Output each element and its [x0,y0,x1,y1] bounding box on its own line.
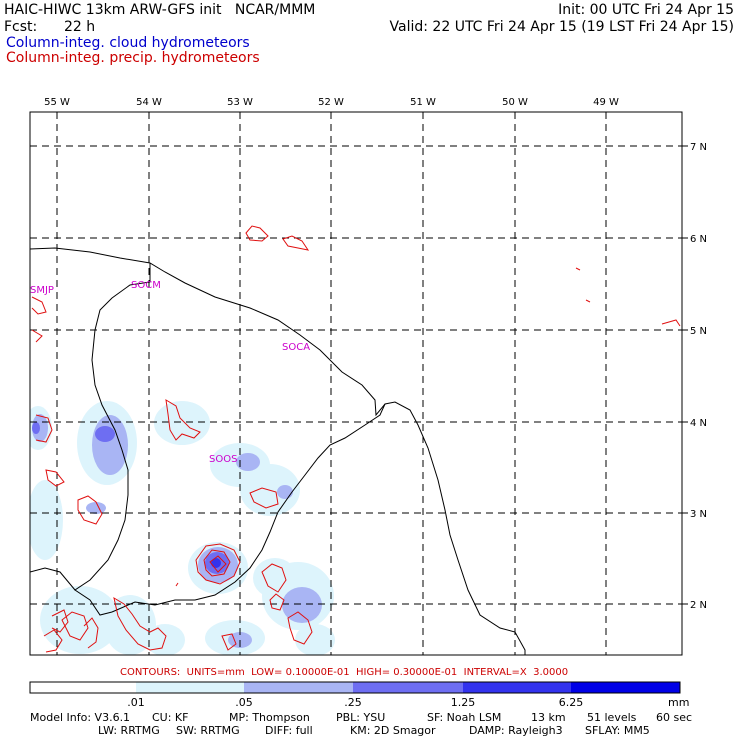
colorbar-units: mm [668,696,690,709]
timestep: 60 sec [656,711,693,724]
lon-label: 49 W [593,97,619,108]
lat-ticks [682,145,688,605]
km-option: KM: 2D Smagor [350,724,436,737]
colorbar-frame [29,681,681,694]
lon-label: 52 W [318,97,344,108]
colorbar-label: 1.25 [450,696,476,709]
lat-labels: 7 N 6 N 5 N 4 N 3 N 2 N [690,142,707,611]
colorbar-bin [353,682,463,693]
station-smjp: SMJP [30,285,54,296]
lat-label: 2 N [690,600,707,611]
microphysics-scheme: MP: Thompson [229,711,310,724]
plot-title: HAIC-HIWC 13km ARW-GFS init NCAR/MMM [4,2,316,18]
lon-label: 53 W [227,97,253,108]
station-soca: SOCA [282,342,310,353]
surface-scheme: SF: Noah LSM [427,711,502,724]
map-frame [29,111,683,656]
station-socm: SOCM [131,280,161,291]
shaded-cloud-field [30,401,335,655]
shortwave-scheme: SW: RRTMG [176,724,240,737]
lon-label: 50 W [502,97,528,108]
lon-label: 51 W [410,97,436,108]
station-labels: SMJP SOCM SOCA SOOS [30,280,310,465]
colorbar-bin [30,682,136,693]
colorbar-label: .01 [127,696,145,709]
contours-info: CONTOURS: UNITS=mm LOW= 0.10000E-01 HIGH… [120,667,569,678]
lat-label: 7 N [690,142,707,153]
colorbar-label: 6.25 [558,696,584,709]
vertical-levels: 51 levels [587,711,637,724]
colorbar-bin [136,682,244,693]
init-time: Init: 00 UTC Fri 24 Apr 15 [558,2,734,18]
lat-lon-grid [30,112,682,655]
lon-label: 54 W [136,97,162,108]
surface-layer-option: SFLAY: MM5 [585,724,650,737]
lat-label: 6 N [690,234,707,245]
station-soos: SOOS [209,454,237,465]
model-version: Model Info: V3.6.1 [30,711,131,724]
colorbar-bin [463,682,571,693]
pbl-scheme: PBL: YSU [336,711,386,724]
precip-contours [31,225,681,653]
forecast-label: Fcst: [4,19,38,35]
lon-labels: 55 W 54 W 53 W 52 W 51 W 50 W 49 W [44,97,619,108]
colorbar-bin [571,682,680,693]
colorbar [29,681,681,694]
diffusion-option: DIFF: full [265,724,313,737]
colorbar-label: .25 [344,696,362,709]
grid-resolution: 13 km [531,711,566,724]
field-label-cloud: Column-integ. cloud hydrometeors [6,35,250,51]
colorbar-label: .05 [235,696,253,709]
coastlines [30,247,526,655]
colorbar-bin [244,682,353,693]
cumulus-scheme: CU: KF [152,711,189,724]
lon-label: 55 W [44,97,70,108]
field-label-precip: Column-integ. precip. hydrometeors [6,50,260,66]
lat-label: 5 N [690,326,707,337]
forecast-hour: 22 h [64,19,96,35]
damping-option: DAMP: Rayleigh3 [469,724,563,737]
lat-label: 3 N [690,509,707,520]
longwave-scheme: LW: RRTMG [98,724,160,737]
valid-time: Valid: 22 UTC Fri 24 Apr 15 (19 LST Fri … [389,19,734,35]
lat-label: 4 N [690,418,707,429]
